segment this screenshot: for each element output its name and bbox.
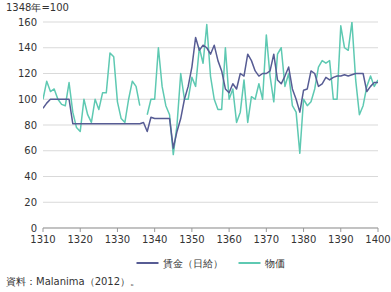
x-tick	[378, 228, 379, 232]
x-axis	[43, 228, 378, 229]
series-line	[43, 37, 378, 148]
grid-line	[43, 228, 378, 229]
x-tick	[303, 228, 304, 232]
grid-line	[43, 125, 378, 126]
grid-line	[43, 22, 378, 23]
legend-label: 物価	[265, 258, 285, 269]
legend-item: 物価	[239, 258, 285, 269]
x-tick-label: 1310	[30, 234, 55, 245]
source-note: 資料：Malanima（2012）。	[6, 276, 140, 287]
x-tick-label: 1330	[105, 234, 130, 245]
y-tick-label: 140	[18, 42, 37, 53]
x-tick-label: 1370	[254, 234, 279, 245]
y-tick-label: 80	[24, 120, 37, 131]
chart: 1348年=100 0 20 40 60 80 100 120 140 160 1310 1320 13…	[0, 0, 391, 292]
x-tick-label: 1350	[179, 234, 204, 245]
y-tick-label: 60	[24, 145, 37, 156]
legend-label: 賃金（日給）	[163, 258, 223, 269]
y-tick-label: 20	[24, 197, 37, 208]
x-tick	[229, 228, 230, 232]
grid-line	[43, 150, 378, 151]
x-tick-label: 1380	[291, 234, 316, 245]
legend-swatch	[239, 262, 261, 264]
grid-line	[43, 202, 378, 203]
x-tick-label: 1390	[328, 234, 353, 245]
y-tick-label: 160	[18, 17, 37, 28]
y-tick-label: 100	[18, 94, 37, 105]
y-axis-label: 1348年=100	[6, 2, 69, 13]
grid-line	[43, 99, 378, 100]
x-tick-label: 1340	[142, 234, 167, 245]
x-tick	[80, 228, 81, 232]
grid-line	[43, 47, 378, 48]
legend-swatch	[137, 262, 159, 264]
x-tick	[43, 228, 44, 232]
grid-line	[43, 176, 378, 177]
series-line	[43, 22, 378, 155]
x-tick	[191, 228, 192, 232]
x-tick-label: 1320	[67, 234, 92, 245]
y-tick-label: 120	[18, 68, 37, 79]
plot-area	[43, 22, 378, 155]
x-tick	[154, 228, 155, 232]
x-tick	[340, 228, 341, 232]
x-tick-label: 1360	[216, 234, 241, 245]
legend: 賃金（日給） 物価	[137, 258, 285, 269]
x-tick-label: 1400	[365, 234, 390, 245]
y-tick-label: 40	[24, 171, 37, 182]
legend-item: 賃金（日給）	[137, 258, 223, 269]
y-tick-label: 0	[31, 223, 37, 234]
x-tick	[266, 228, 267, 232]
x-tick	[117, 228, 118, 232]
